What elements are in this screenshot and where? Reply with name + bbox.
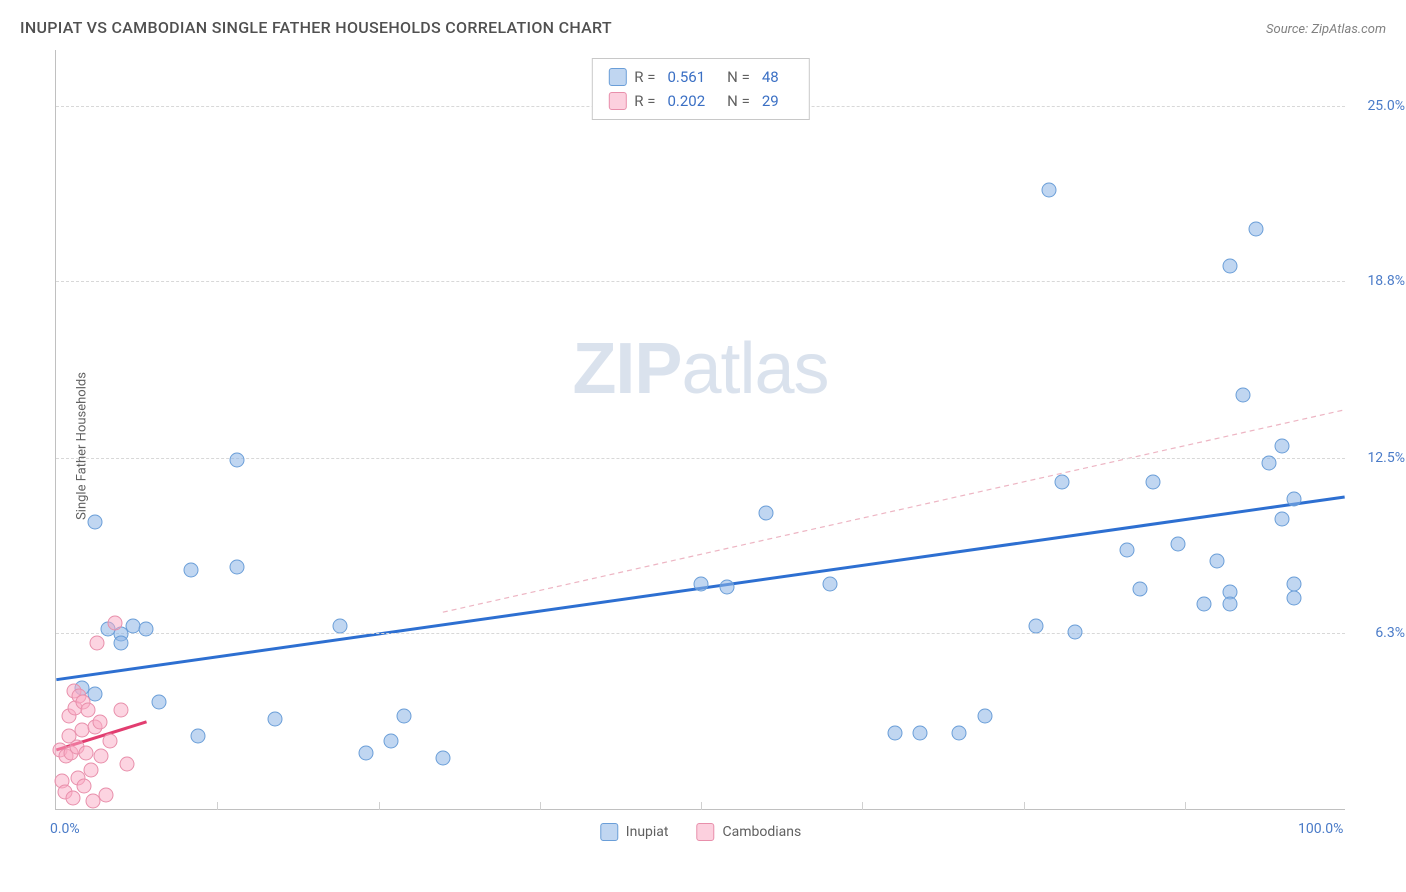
scatter-point: [78, 745, 93, 760]
scatter-point: [119, 756, 134, 771]
scatter-point: [952, 726, 967, 741]
scatter-point: [1287, 492, 1302, 507]
trend-line: [443, 410, 1345, 612]
scatter-point: [103, 734, 118, 749]
legend-swatch: [696, 823, 714, 841]
xtick-minor: [701, 802, 702, 810]
scatter-point: [1248, 222, 1263, 237]
xtick-minor: [1024, 802, 1025, 810]
ytick-label: 6.3%: [1375, 625, 1405, 641]
xtick-minor: [540, 802, 541, 810]
scatter-point: [358, 745, 373, 760]
scatter-point: [1055, 475, 1070, 490]
scatter-point: [1171, 537, 1186, 552]
scatter-point: [1261, 455, 1276, 470]
ytick-label: 18.8%: [1367, 273, 1405, 289]
scatter-point: [1145, 475, 1160, 490]
scatter-point: [977, 709, 992, 724]
scatter-point: [90, 635, 105, 650]
chart-title: INUPIAT VS CAMBODIAN SINGLE FATHER HOUSE…: [20, 18, 612, 37]
scatter-point: [108, 616, 123, 631]
scatter-point: [139, 621, 154, 636]
ytick-label: 12.5%: [1367, 450, 1405, 466]
legend-row: R = 0.561 N = 48: [608, 65, 792, 89]
scatter-point: [184, 562, 199, 577]
scatter-point: [1287, 576, 1302, 591]
gridline-h: [56, 281, 1345, 282]
scatter-point: [1029, 619, 1044, 634]
scatter-point: [1068, 624, 1083, 639]
correlation-legend: R = 0.561 N = 48 R = 0.202 N = 29: [591, 58, 809, 120]
scatter-point: [887, 726, 902, 741]
r-label: R =: [634, 65, 655, 89]
scatter-point: [1210, 554, 1225, 569]
legend-item: Inupiat: [600, 823, 669, 841]
scatter-point: [229, 452, 244, 467]
scatter-point: [92, 714, 107, 729]
xtick-minor: [862, 802, 863, 810]
xtick-label: 100.0%: [1298, 821, 1343, 837]
xtick-label: 0.0%: [50, 821, 80, 837]
legend-swatch: [608, 68, 626, 86]
scatter-point: [87, 514, 102, 529]
xtick-minor: [217, 802, 218, 810]
legend-label: Inupiat: [626, 824, 669, 840]
scatter-point: [229, 559, 244, 574]
n-label: N =: [727, 89, 750, 113]
scatter-point: [94, 748, 109, 763]
xtick-minor: [1185, 802, 1186, 810]
legend-swatch: [608, 92, 626, 110]
scatter-point: [436, 751, 451, 766]
ytick-label: 25.0%: [1367, 98, 1405, 114]
scatter-point: [99, 787, 114, 802]
scatter-point: [719, 579, 734, 594]
scatter-point: [1274, 438, 1289, 453]
scatter-point: [1197, 596, 1212, 611]
scatter-point: [1119, 543, 1134, 558]
series-legend: Inupiat Cambodians: [600, 823, 801, 841]
scatter-point: [1287, 590, 1302, 605]
xtick-minor: [379, 802, 380, 810]
scatter-point: [1235, 388, 1250, 403]
gridline-h: [56, 633, 1345, 634]
scatter-point: [384, 734, 399, 749]
scatter-point: [758, 506, 773, 521]
scatter-point: [332, 619, 347, 634]
n-value: 29: [762, 89, 779, 113]
scatter-point: [190, 728, 205, 743]
scatter-point: [823, 576, 838, 591]
legend-item: Cambodians: [696, 823, 801, 841]
watermark: ZIPatlas: [572, 328, 828, 410]
scatter-point: [1222, 258, 1237, 273]
scatter-point: [77, 779, 92, 794]
r-label: R =: [634, 89, 655, 113]
scatter-point: [113, 703, 128, 718]
trend-lines-layer: [56, 50, 1345, 809]
plot-area: ZIPatlas R =0.561N =48R =0.202N =29 Inup…: [55, 50, 1345, 810]
scatter-point: [397, 709, 412, 724]
scatter-point: [65, 790, 80, 805]
r-value: 0.561: [667, 65, 705, 89]
legend-row: R = 0.202 N = 29: [608, 89, 792, 113]
n-value: 48: [762, 65, 779, 89]
scatter-point: [113, 635, 128, 650]
source-attribution: Source: ZipAtlas.com: [1266, 22, 1386, 37]
scatter-point: [913, 726, 928, 741]
legend-label: Cambodians: [722, 824, 801, 840]
scatter-point: [1222, 596, 1237, 611]
gridline-h: [56, 458, 1345, 459]
r-value: 0.202: [667, 89, 705, 113]
legend-swatch: [600, 823, 618, 841]
scatter-point: [1274, 512, 1289, 527]
chart-header: INUPIAT VS CAMBODIAN SINGLE FATHER HOUSE…: [20, 18, 1386, 37]
scatter-point: [268, 711, 283, 726]
scatter-point: [1132, 582, 1147, 597]
scatter-point: [83, 762, 98, 777]
scatter-point: [1042, 182, 1057, 197]
scatter-point: [152, 695, 167, 710]
n-label: N =: [727, 65, 750, 89]
scatter-point: [694, 576, 709, 591]
